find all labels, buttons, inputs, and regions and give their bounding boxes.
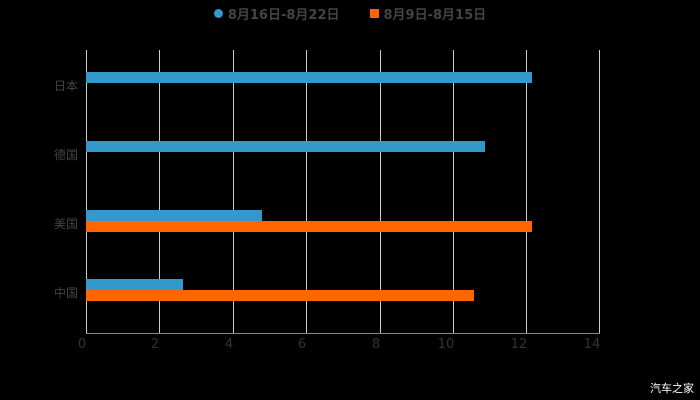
legend-label: 8月16日-8月22日 bbox=[227, 8, 340, 23]
bar-usa-s1[interactable] bbox=[86, 210, 262, 221]
x-tick-label: 0 bbox=[77, 337, 87, 352]
x-tick-label: 4 bbox=[224, 337, 234, 352]
gridline bbox=[86, 50, 87, 334]
x-tick-label: 14 bbox=[583, 337, 601, 352]
gridline bbox=[599, 50, 600, 334]
gridline bbox=[306, 50, 307, 334]
x-axis bbox=[86, 333, 600, 334]
category-label: 美国 bbox=[53, 217, 78, 231]
x-tick-label: 8 bbox=[371, 337, 381, 352]
x-tick-label: 6 bbox=[297, 337, 307, 352]
chart-legend: 8月16日-8月22日 8月9日-8月15日 bbox=[0, 4, 700, 23]
legend-marker-icon bbox=[213, 9, 223, 18]
legend-label: 8月9日-8月15日 bbox=[383, 8, 487, 23]
bar-china-s2[interactable] bbox=[86, 290, 474, 301]
plot-area bbox=[86, 50, 600, 334]
legend-item-series-2[interactable]: 8月9日-8月15日 bbox=[369, 4, 487, 23]
x-tick-label: 10 bbox=[437, 337, 455, 352]
x-tick-label: 2 bbox=[150, 337, 160, 352]
gridline bbox=[380, 50, 381, 334]
legend-item-series-1[interactable]: 8月16日-8月22日 bbox=[213, 4, 340, 23]
gridline bbox=[159, 50, 160, 334]
bar-germany-s1[interactable] bbox=[86, 141, 485, 152]
gridline bbox=[453, 50, 454, 334]
bar-usa-s2[interactable] bbox=[86, 221, 532, 232]
bar-japan-s1[interactable] bbox=[86, 72, 532, 83]
x-tick-label: 12 bbox=[510, 337, 528, 352]
gridline bbox=[233, 50, 234, 334]
gridline bbox=[526, 50, 527, 334]
bar-china-s1[interactable] bbox=[86, 279, 183, 290]
category-label: 德国 bbox=[53, 148, 78, 162]
category-label: 中国 bbox=[53, 286, 78, 300]
watermark: 汽车之家 bbox=[650, 382, 694, 395]
legend-marker-icon bbox=[369, 9, 379, 18]
category-label: 日本 bbox=[53, 79, 78, 93]
